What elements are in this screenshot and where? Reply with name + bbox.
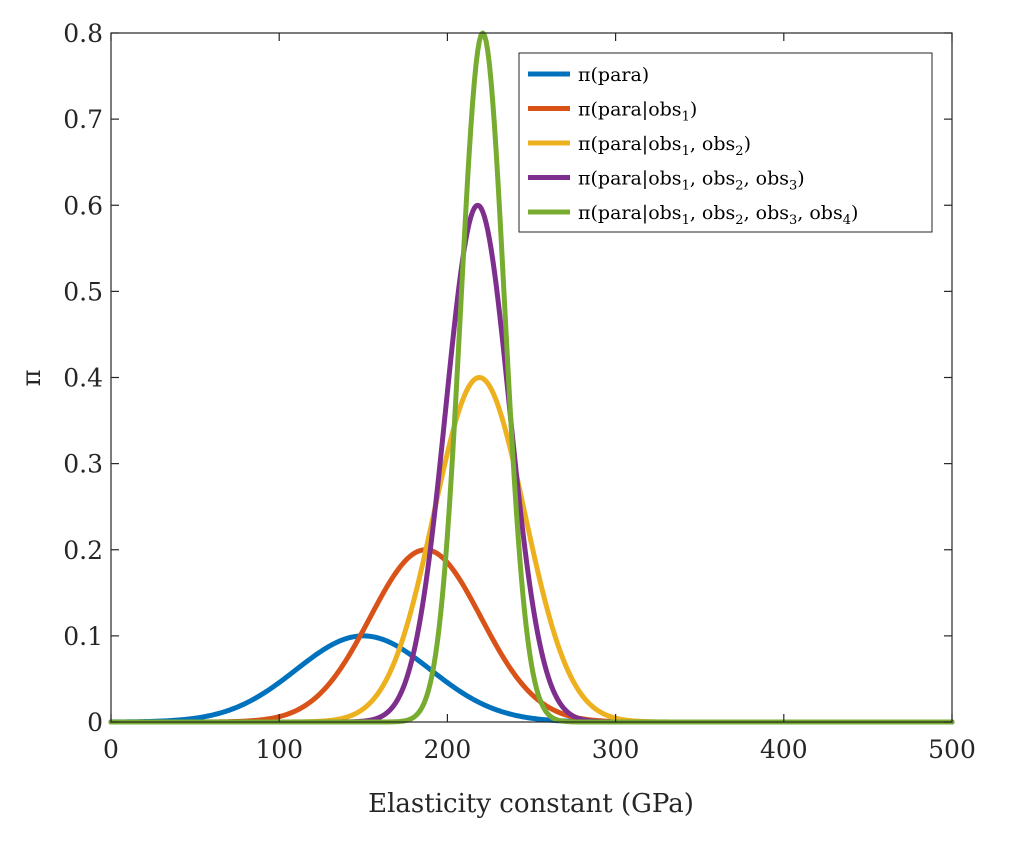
y-tick-label: 0.8 [63, 19, 103, 48]
x-tick-label: 500 [928, 735, 976, 764]
x-tick-label: 0 [103, 735, 119, 764]
x-axis-label: Elasticity constant (GPa) [368, 789, 694, 819]
y-tick-label: 0.2 [63, 536, 103, 565]
legend-entry-1: π(para) [578, 64, 649, 86]
x-tick-label: 200 [424, 735, 472, 764]
y-axis-label: π [17, 369, 47, 386]
legend: π(para) π(para|obs1) π(para|obs1, obs2) π(p… [518, 52, 933, 233]
y-tick-label: 0.6 [63, 191, 103, 220]
legend-entry-5: π(para|obs1, obs2, obs3, obs4) [578, 202, 858, 228]
y-tick-label: 0.4 [63, 364, 103, 393]
series-line-4 [108, 202, 955, 725]
y-tick-label: 0.5 [63, 277, 103, 306]
x-tick-label: 100 [255, 735, 303, 764]
series-line-2 [108, 547, 955, 725]
legend-entry-2: π(para|obs1) [578, 99, 697, 125]
legend-entry-3: π(para|obs1, obs2) [578, 133, 751, 159]
y-tick-label: 0.3 [63, 450, 103, 479]
y-tick-label: 0.1 [63, 622, 103, 651]
ticks-layer: 0 100 200 300 400 500 0 0.1 0.2 0.3 0.4 0.5 0.6 0.7 0.… [63, 19, 976, 764]
x-tick-label: 400 [760, 735, 808, 764]
legend-entry-4: π(para|obs1, obs2, obs3) [578, 168, 805, 194]
y-tick-label: 0 [87, 708, 103, 737]
legend-box [518, 52, 933, 233]
x-tick-label: 300 [592, 735, 640, 764]
y-tick-label: 0.7 [63, 105, 103, 134]
